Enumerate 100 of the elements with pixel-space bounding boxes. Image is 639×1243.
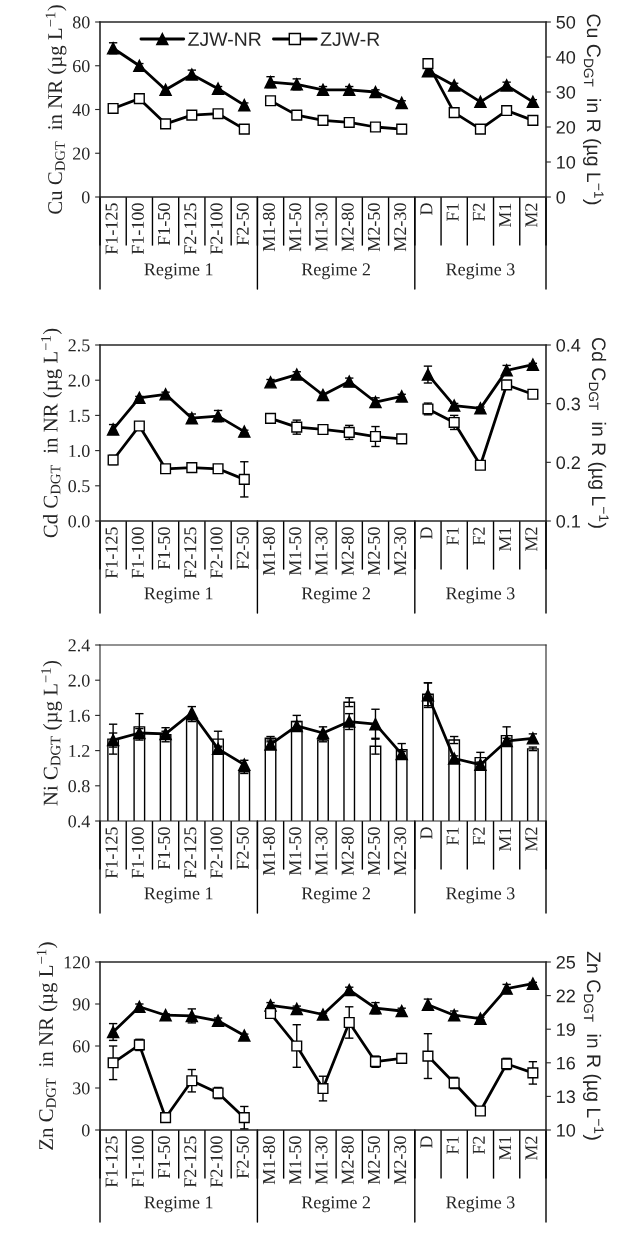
- point: [447, 1008, 461, 1022]
- x-tick-label: D: [420, 827, 433, 840]
- x-tick-label: F2-125: [184, 203, 197, 255]
- x-tick-label: F2-125: [184, 1136, 197, 1188]
- x-tick-label: F1-125: [105, 827, 118, 879]
- y-tick-label: 0.5: [68, 480, 90, 493]
- x-tick-label: M1: [499, 527, 511, 552]
- point: [500, 982, 513, 995]
- point: [238, 425, 251, 438]
- y2-tick-label: 0.2: [556, 456, 580, 470]
- y-tick-label: 90: [72, 998, 90, 1011]
- x-tick-label: F1-125: [105, 1136, 118, 1188]
- point: [395, 1004, 408, 1018]
- point: [238, 758, 251, 771]
- point: [342, 375, 356, 388]
- y-tick-label: 1.5: [69, 409, 90, 422]
- point: [396, 1052, 408, 1064]
- point: [421, 688, 435, 702]
- x-tick-label: F1-100: [131, 527, 144, 579]
- point: [133, 726, 146, 740]
- point: [264, 1007, 277, 1020]
- y2-tick-label: 10: [557, 1123, 576, 1137]
- x-tick-label: M1-50: [289, 203, 302, 252]
- point: [369, 85, 382, 99]
- y-axis-title: Cu C$_{DGT}$ in NR (µg L$^{−1}$): [45, 5, 67, 214]
- point: [212, 463, 224, 475]
- point: [185, 411, 199, 425]
- y-tick-label: 0: [81, 1124, 90, 1137]
- x-tick-label: M2: [525, 827, 538, 852]
- point: [160, 118, 172, 130]
- y-tick-label: 1.2: [69, 744, 90, 758]
- point: [369, 430, 382, 443]
- x-tick-label: M2-80: [341, 203, 354, 252]
- y2-tick-label: 50: [556, 15, 576, 29]
- legend-label: ZJW-NR: [188, 32, 261, 46]
- point: [317, 1083, 329, 1095]
- x-tick-label: M1-30: [315, 203, 328, 252]
- point: [133, 391, 146, 405]
- x-tick-label: M1-80: [262, 527, 276, 576]
- y2-tick-label: 40: [556, 50, 576, 64]
- x-tick-label: D: [420, 1136, 433, 1149]
- point: [343, 116, 355, 129]
- y-tick-label: 0: [81, 191, 90, 204]
- y2-tick-label: 0: [556, 190, 566, 204]
- x-tick-label: F1: [446, 527, 459, 546]
- x-tick-label: F2-100: [210, 527, 223, 579]
- text: Regime 3: [446, 263, 515, 280]
- y2-tick-label: 0.1: [556, 514, 580, 528]
- x-tick-label: F1-100: [131, 1136, 144, 1188]
- x-tick-label: F1: [446, 827, 459, 846]
- point: [186, 109, 198, 121]
- x-tick-label: F1-125: [105, 203, 118, 255]
- text: Regime 1: [144, 587, 213, 604]
- y-axis-title: Zn C$_{DGT}$ in NR (µg L$^{−1}$): [36, 942, 58, 1150]
- x-tick-label: M2-30: [394, 527, 407, 576]
- text: Regime 1: [144, 1196, 213, 1213]
- text: Regime 2: [301, 587, 370, 604]
- y-tick-label: 2.5: [68, 339, 90, 352]
- x-tick-label: M2-80: [341, 1136, 354, 1185]
- legend-label: ZJW-R: [320, 32, 380, 46]
- point: [159, 1008, 172, 1022]
- point: [527, 114, 539, 126]
- x-tick-label: F2: [472, 827, 485, 846]
- point: [421, 998, 435, 1011]
- point: [238, 473, 250, 485]
- x-tick-label: F1-50: [157, 827, 171, 870]
- text: Regime 3: [446, 587, 515, 604]
- point: [448, 107, 460, 119]
- point: [316, 83, 330, 97]
- x-tick-label: M2-50: [367, 203, 380, 252]
- x-tick-label: M1-30: [315, 527, 328, 576]
- text: Regime 1: [144, 263, 213, 280]
- point: [291, 1040, 303, 1052]
- x-tick-label: F2-100: [210, 827, 223, 879]
- point: [160, 1112, 172, 1124]
- x-tick-label: M1-80: [262, 203, 276, 252]
- x-tick-label: F2-125: [184, 527, 197, 579]
- point: [316, 388, 330, 402]
- point: [238, 1112, 250, 1124]
- point: [342, 83, 356, 97]
- point: [186, 1075, 198, 1087]
- point: [343, 1016, 355, 1029]
- y2-tick-label: 0.3: [556, 397, 581, 411]
- point: [396, 123, 408, 135]
- x-tick-label: M2-30: [394, 827, 407, 876]
- x-tick-label: M2-80: [341, 527, 354, 576]
- y2-axis-title: Cu C$_{DGT}$ in R (µg L$^{−1}$): [582, 14, 604, 205]
- x-tick-label: D: [420, 527, 433, 540]
- x-tick-label: M1-30: [315, 827, 328, 876]
- point: [501, 104, 513, 117]
- y-tick-label: 0.8: [68, 780, 90, 793]
- point: [238, 123, 250, 135]
- point: [160, 463, 172, 475]
- point: [290, 368, 304, 381]
- x-tick-label: M1-80: [262, 1136, 276, 1185]
- x-tick-label: F2-50: [236, 827, 249, 870]
- point: [474, 1012, 487, 1025]
- point: [526, 95, 540, 109]
- point: [264, 412, 277, 424]
- y-tick-label: 60: [73, 1040, 90, 1053]
